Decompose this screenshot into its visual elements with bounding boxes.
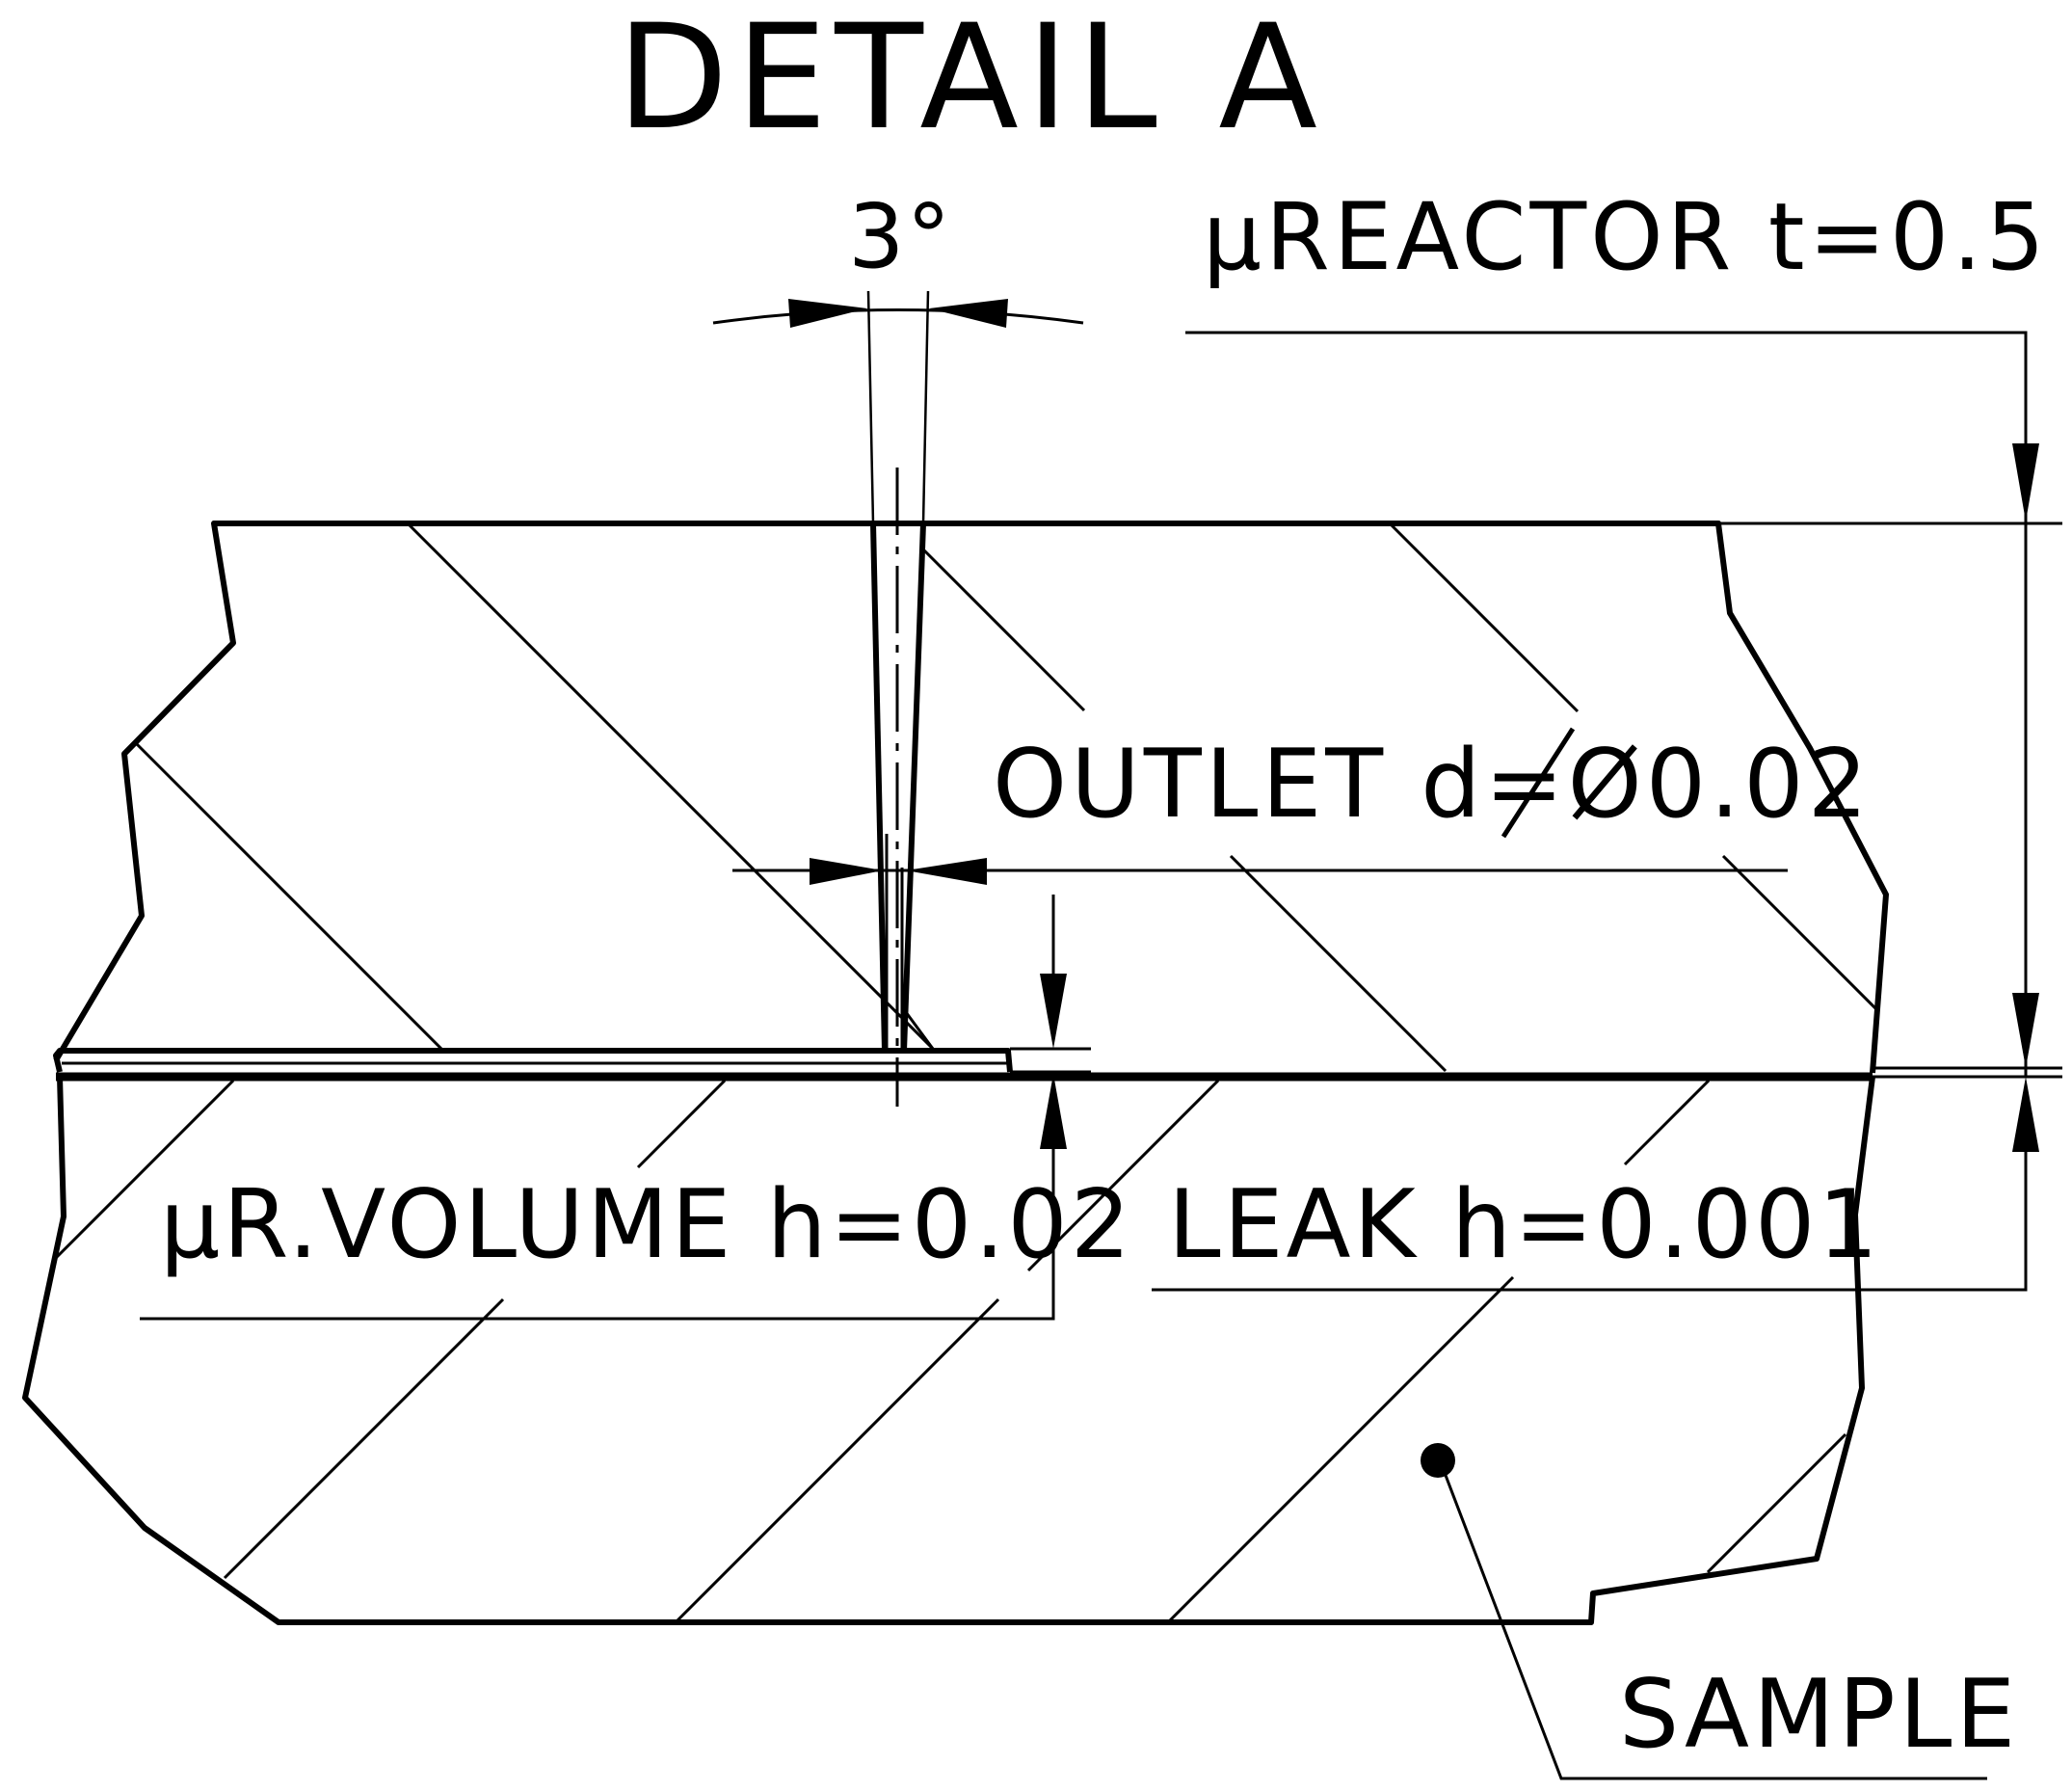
- reactor-volume-cavity: [53, 1048, 1013, 1073]
- reactor-outline: [53, 521, 1889, 1074]
- sample-leader: [1421, 1443, 1987, 1780]
- diameter-symbol-stroke: [1501, 727, 1576, 839]
- outlet-diameter-label: OUTLET d=Ø0.02: [993, 730, 1872, 840]
- angle-label: 3°: [848, 185, 953, 288]
- sample-outline: [22, 1076, 1875, 1625]
- reactor-hatching: [133, 523, 1886, 1073]
- volume-height-label: µR.VOLUME h=0.02: [160, 1170, 1134, 1280]
- volume-height-dimension: [140, 895, 1091, 1321]
- outlet-channel: [866, 290, 930, 1107]
- page-title: DETAIL A: [617, 0, 1325, 162]
- outlet-dimension: [732, 858, 1788, 885]
- angle-dimension: [712, 299, 1084, 328]
- sample-hatching: [51, 1079, 1847, 1622]
- reactor-thickness-label: µREACTOR t=0.5: [1203, 183, 2049, 291]
- reactor-thickness-dimension: [1152, 331, 2062, 1292]
- leak-height-label: LEAK h=0.001: [1168, 1170, 1881, 1280]
- sample-label: SAMPLE: [1619, 1660, 2020, 1770]
